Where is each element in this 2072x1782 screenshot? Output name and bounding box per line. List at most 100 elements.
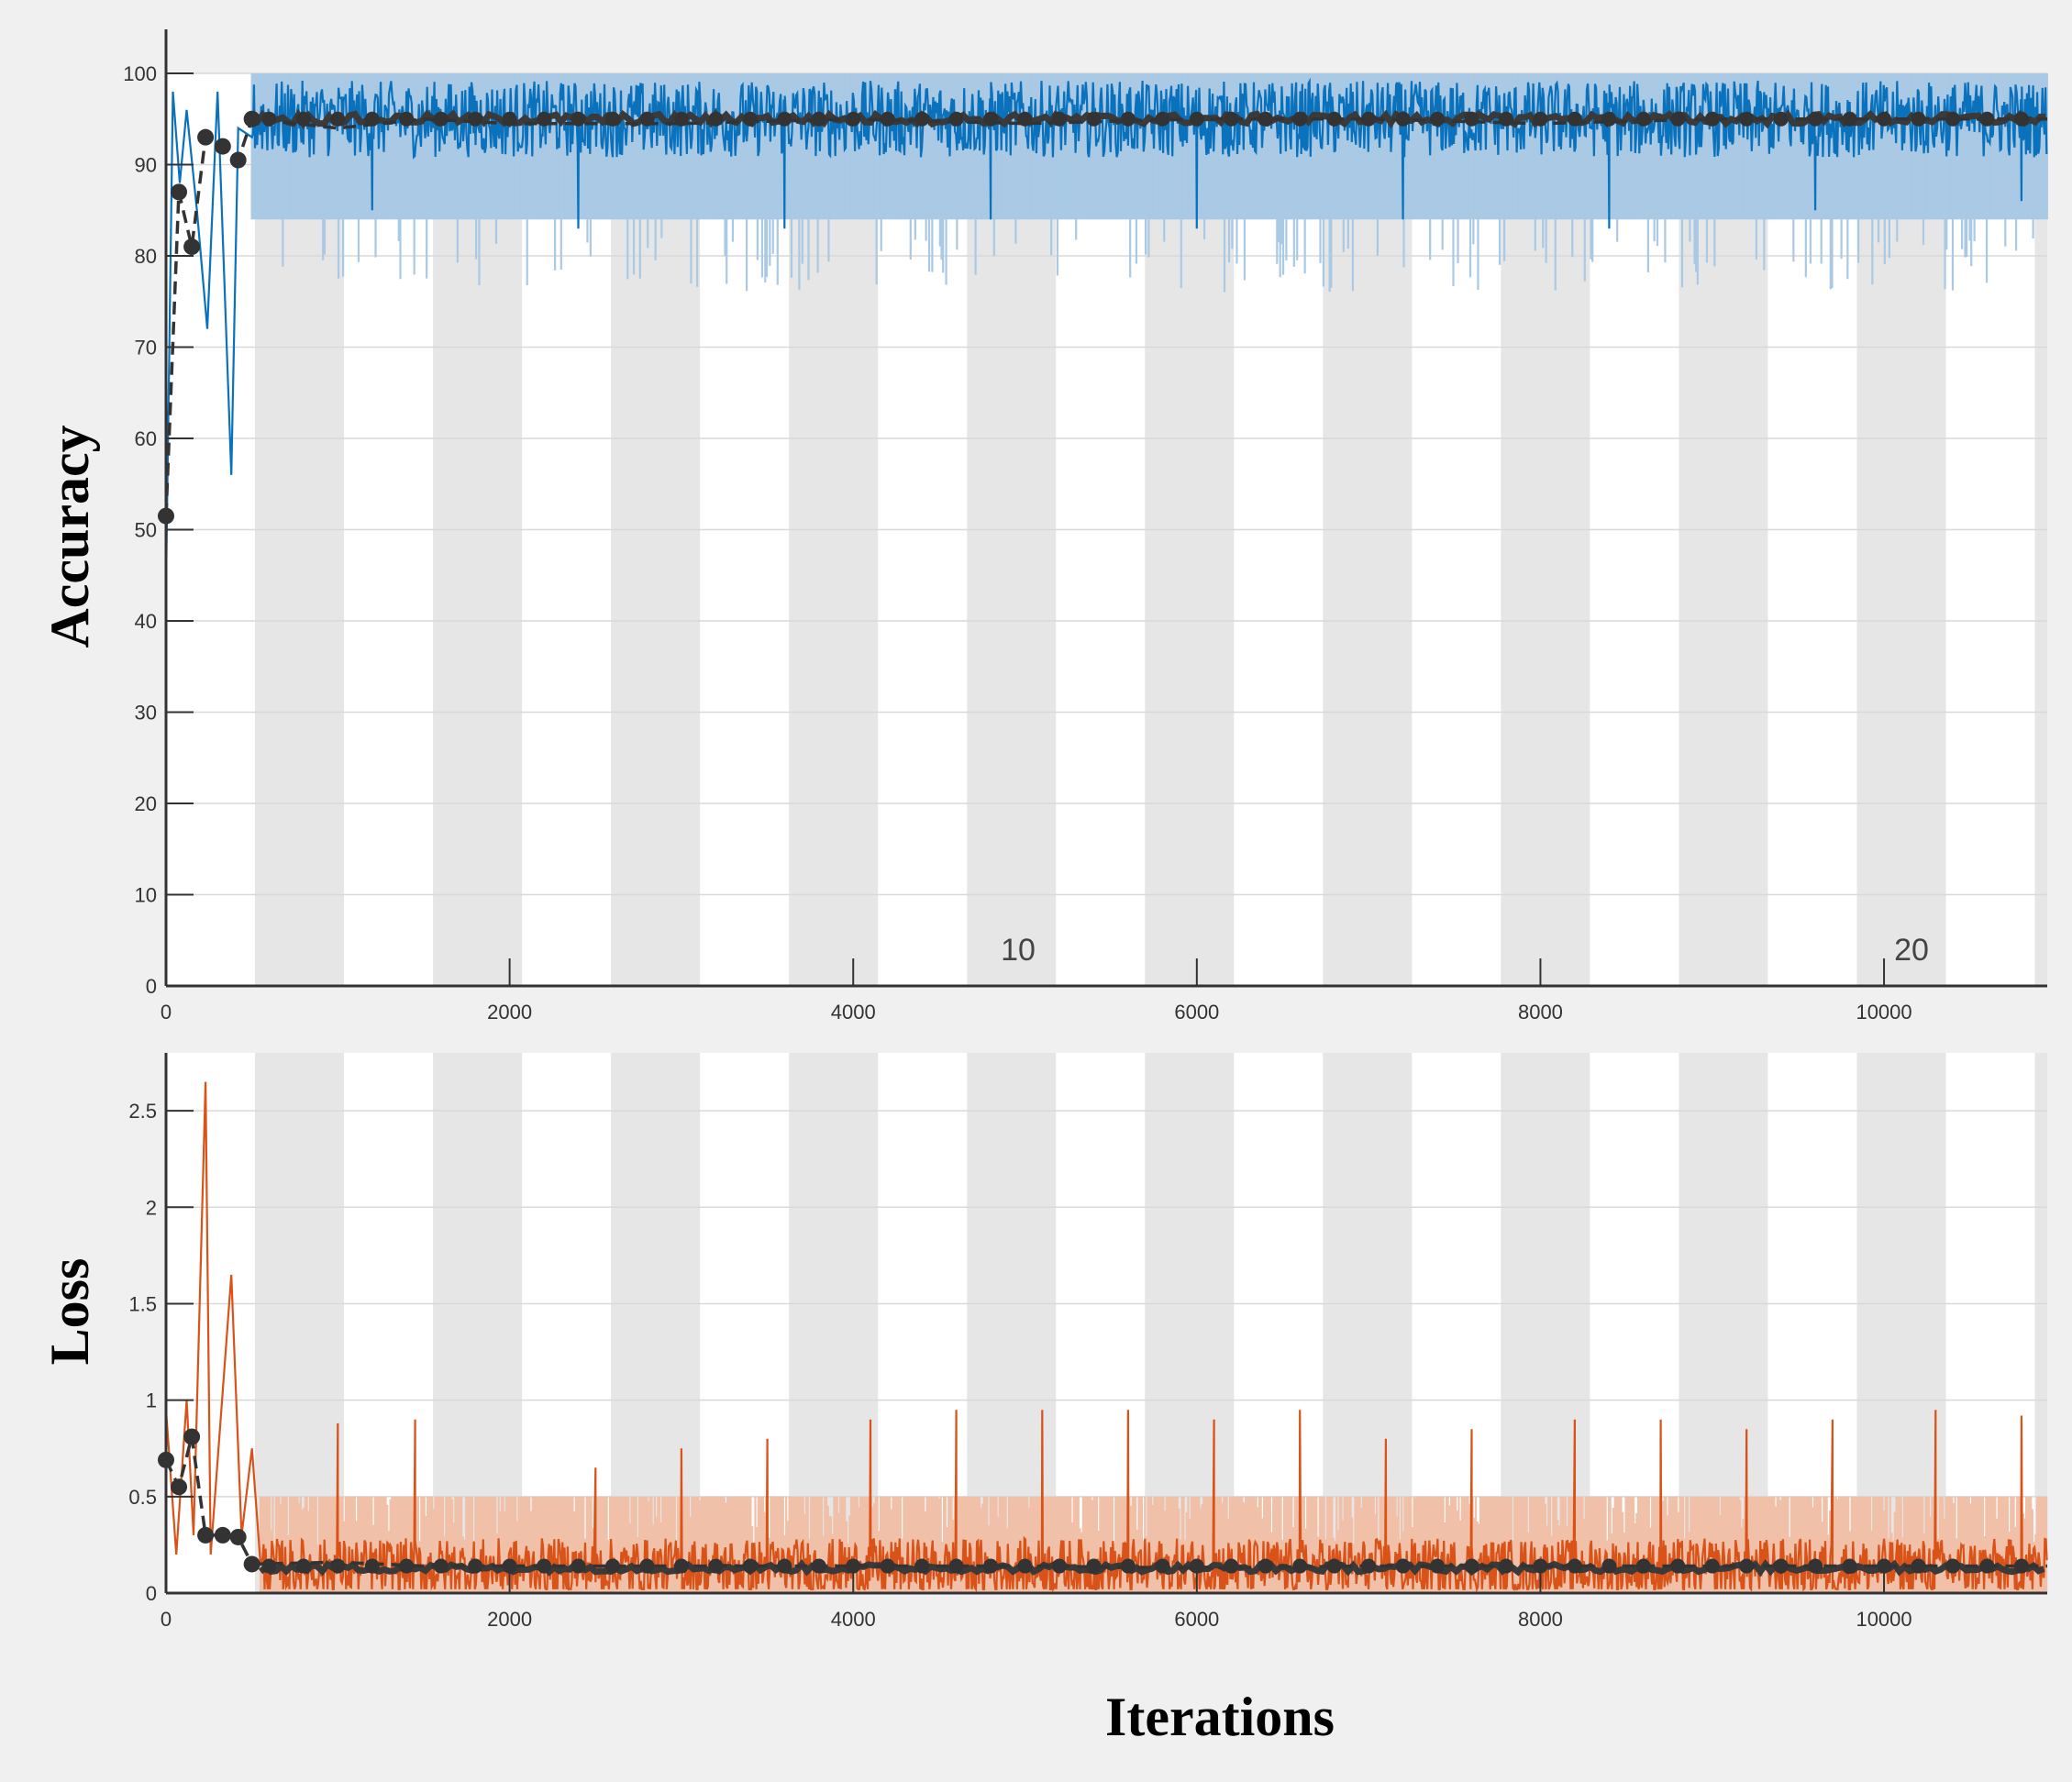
validation-point <box>197 1526 215 1544</box>
validation-point <box>983 111 999 127</box>
validation-point <box>1224 1558 1239 1574</box>
validation-point <box>1601 1558 1617 1574</box>
y-tick-label: 70 <box>135 337 157 360</box>
validation-point <box>1635 111 1651 127</box>
validation-point <box>742 111 758 127</box>
validation-point <box>243 110 260 127</box>
validation-point <box>537 1558 552 1574</box>
validation-point <box>2013 111 2029 127</box>
x-tick-label: 8000 <box>1518 1608 1563 1631</box>
validation-point <box>295 111 311 127</box>
validation-point <box>1464 111 1479 127</box>
validation-point <box>777 1558 792 1574</box>
validation-point <box>229 1528 247 1545</box>
validation-point <box>708 111 724 127</box>
validation-point <box>1739 111 1755 127</box>
validation-point <box>399 1558 415 1574</box>
validation-point <box>1808 111 1823 127</box>
y-tick-label: 20 <box>135 792 157 815</box>
x-tick-label: 0 <box>161 1001 172 1024</box>
validation-point <box>214 138 231 155</box>
x-tick-label: 6000 <box>1174 1001 1219 1024</box>
validation-point <box>1911 111 1926 127</box>
validation-point <box>537 111 552 127</box>
validation-point <box>1051 1558 1067 1574</box>
validation-point <box>1430 1558 1446 1574</box>
validation-point <box>1670 1558 1686 1574</box>
validation-point <box>1224 111 1239 127</box>
validation-point <box>639 1558 655 1574</box>
x-tick-label: 2000 <box>487 1608 532 1631</box>
validation-point <box>1258 1558 1273 1574</box>
validation-point <box>1498 111 1513 127</box>
validation-point <box>1189 111 1204 127</box>
x-tick-label: 10000 <box>1856 1001 1911 1024</box>
validation-point <box>468 1558 483 1574</box>
epoch-label: 10 <box>1001 933 1036 968</box>
y-tick-label: 10 <box>135 884 157 907</box>
validation-point <box>364 1558 380 1574</box>
validation-point <box>468 111 483 127</box>
validation-point <box>1120 111 1136 127</box>
validation-point <box>811 1558 826 1574</box>
validation-point <box>261 1558 277 1574</box>
validation-point <box>914 111 930 127</box>
accuracy-axis-label: Accuracy <box>39 425 100 647</box>
y-tick-label: 100 <box>123 62 157 85</box>
validation-point <box>1155 111 1170 127</box>
validation-point <box>1258 111 1273 127</box>
y-tick-label: 2.5 <box>128 1100 157 1123</box>
validation-point <box>948 111 964 127</box>
validation-point <box>1292 1558 1308 1574</box>
validation-point <box>1635 1558 1651 1574</box>
validation-point <box>604 111 620 127</box>
validation-point <box>1120 1558 1136 1574</box>
epoch-label: 20 <box>1894 933 1929 968</box>
validation-point <box>1842 111 1857 127</box>
validation-point <box>1464 1558 1479 1574</box>
x-tick-label: 2000 <box>487 1001 532 1024</box>
iterations-axis-label: Iterations <box>1105 1687 1335 1747</box>
validation-point <box>1945 1558 1960 1574</box>
validation-point <box>1842 1558 1857 1574</box>
validation-point <box>1155 1558 1170 1574</box>
validation-point <box>1051 111 1067 127</box>
training-raw-line <box>164 77 2048 585</box>
validation-point <box>1808 1558 1823 1574</box>
validation-point <box>1292 111 1308 127</box>
validation-point <box>1877 111 1892 127</box>
validation-point <box>880 1558 895 1574</box>
validation-point <box>1704 1558 1720 1574</box>
validation-point <box>1086 1558 1102 1574</box>
y-tick-label: 80 <box>135 245 157 268</box>
loss-axis-label: Loss <box>39 1258 100 1366</box>
y-tick-label: 50 <box>135 519 157 542</box>
validation-point <box>1430 111 1446 127</box>
x-tick-label: 10000 <box>1856 1608 1911 1631</box>
epoch-band <box>2034 1053 2047 1593</box>
validation-point <box>1704 111 1720 127</box>
y-tick-label: 2 <box>146 1196 157 1219</box>
validation-point <box>295 1558 311 1574</box>
validation-point <box>1326 111 1342 127</box>
y-tick-label: 90 <box>135 154 157 177</box>
validation-point <box>983 1558 999 1574</box>
validation-point <box>673 111 689 127</box>
validation-point <box>880 111 895 127</box>
validation-point <box>1979 1558 1995 1574</box>
x-tick-label: 4000 <box>831 1608 876 1631</box>
validation-point <box>171 1478 188 1496</box>
validation-point <box>1017 111 1033 127</box>
validation-point <box>1773 1558 1789 1574</box>
x-tick-label: 6000 <box>1174 1608 1219 1631</box>
validation-point <box>229 151 247 169</box>
validation-point <box>1361 111 1377 127</box>
validation-point <box>673 1558 689 1574</box>
training-raw-line <box>164 1081 2048 1593</box>
validation-point <box>1395 1558 1411 1574</box>
y-tick-label: 0 <box>146 1582 157 1605</box>
validation-point <box>1498 1558 1513 1574</box>
validation-point <box>1567 111 1582 127</box>
validation-point <box>330 1558 346 1574</box>
